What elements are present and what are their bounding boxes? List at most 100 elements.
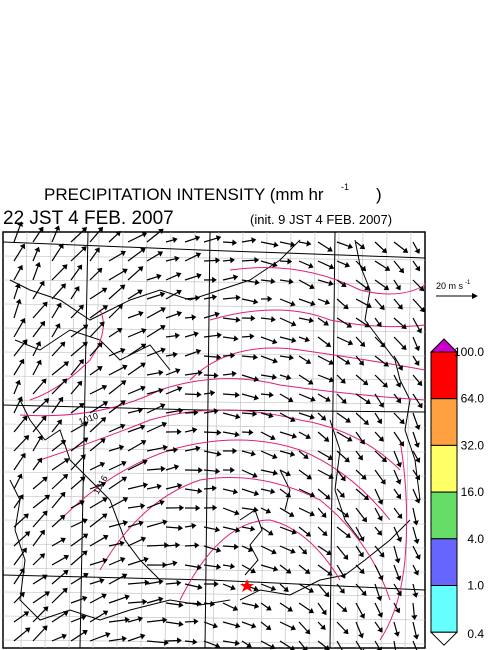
wind-arrow-head: [96, 267, 103, 274]
wind-arrow: [298, 469, 309, 478]
wind-arrow: [32, 438, 41, 452]
wind-arrow: [222, 583, 233, 589]
wind-arrow-head: [230, 466, 235, 474]
wind-arrow: [241, 374, 256, 380]
wind-arrow-head: [214, 311, 220, 318]
wind-arrow: [279, 545, 293, 552]
wind-arrow-head: [119, 347, 126, 354]
wind-arrow: [108, 252, 123, 262]
wind-arrow-head: [80, 614, 87, 621]
wind-arrow: [108, 366, 125, 376]
wind-arrow-head: [419, 306, 425, 313]
wind-arrow-head: [397, 365, 403, 371]
wind-arrow: [298, 564, 308, 572]
wind-arrow: [70, 289, 78, 300]
wind-arrow: [317, 583, 328, 595]
wind-arrow-head: [364, 285, 370, 291]
wind-arrow: [127, 387, 143, 395]
wind-arrow-head: [341, 398, 347, 404]
wind-arrow: [32, 496, 48, 509]
wind-arrow: [374, 469, 384, 482]
wind-arrow: [13, 321, 24, 338]
wind-arrow-head: [139, 633, 146, 640]
wind-arrow: [146, 423, 164, 433]
wind-arrow-head: [395, 575, 402, 582]
wind-arrow: [108, 382, 124, 395]
wind-arrow-head: [305, 358, 312, 364]
wind-arrow-head: [289, 645, 295, 650]
wind-arrow: [165, 621, 180, 625]
wind-arrow: [165, 562, 174, 566]
wind-arrow-head: [156, 483, 162, 490]
wind-arrow-head: [254, 257, 260, 264]
wind-arrow-head: [61, 633, 67, 640]
wind-arrow: [51, 460, 67, 471]
wind-arrow-head: [36, 457, 43, 464]
wind-arrow-head: [60, 537, 66, 544]
wind-arrow: [317, 621, 324, 628]
wind-arrow-head: [232, 447, 238, 455]
wind-arrow-head: [325, 396, 331, 402]
wind-arrow-head: [24, 627, 31, 633]
wind-arrow: [317, 507, 325, 516]
wind-arrow: [146, 349, 163, 357]
wind-arrow-head: [162, 617, 168, 624]
wind-arrow: [165, 526, 179, 529]
wind-arrow: [108, 233, 119, 243]
wind-arrow-head: [326, 570, 333, 576]
boundary-line: [2, 404, 426, 413]
wind-arrow: [51, 494, 64, 509]
wind-arrow: [336, 260, 347, 266]
wind-arrow: [51, 422, 60, 433]
wind-arrow: [13, 268, 21, 281]
wind-arrow-head: [232, 274, 239, 281]
wind-arrow: [260, 507, 268, 512]
wind-arrow-head: [143, 556, 149, 563]
wind-arrow-head: [377, 575, 384, 581]
colorbar-label: 16.0: [461, 485, 485, 499]
wind-arrow-head: [16, 473, 23, 480]
wind-arrow: [355, 507, 365, 520]
wind-arrow: [89, 419, 104, 433]
wind-arrow-head: [210, 389, 216, 397]
boundary-line: [79, 231, 89, 649]
wind-arrow: [51, 344, 63, 357]
wind-arrow: [146, 326, 163, 338]
wind-arrow-head: [376, 529, 383, 536]
wind-arrow: [51, 612, 66, 623]
wind-arrow: [127, 233, 144, 243]
wind-arrow: [412, 298, 423, 310]
wind-arrow-head: [216, 563, 222, 570]
wind-arrow: [184, 488, 199, 492]
wind-arrow: [146, 640, 165, 644]
wind-arrow-head: [380, 478, 386, 485]
wind-arrow: [279, 564, 289, 572]
wind-arrow: [355, 545, 362, 555]
wind-arrow: [184, 237, 197, 243]
wind-arrow-head: [306, 474, 312, 480]
wind-arrow-head: [78, 304, 84, 311]
wind-arrow: [222, 317, 237, 321]
wind-arrow-head: [328, 473, 334, 480]
wind-arrow-head: [197, 583, 203, 591]
wind-arrow-head: [42, 301, 48, 308]
wind-arrow: [336, 412, 348, 421]
wind-arrow: [260, 374, 274, 378]
wind-arrow: [241, 450, 253, 455]
wind-arrow-head: [74, 286, 80, 292]
grid-line: [2, 351, 426, 357]
wind-arrow-head: [232, 605, 239, 612]
wind-arrow: [336, 545, 347, 558]
wind-arrow: [336, 469, 344, 479]
wind-arrow-head: [231, 370, 237, 377]
coastline: [279, 469, 291, 511]
wind-arrow: [127, 330, 144, 338]
wind-arrow: [108, 462, 124, 471]
wind-arrow-head: [124, 594, 130, 601]
wind-arrow: [146, 309, 163, 319]
wind-arrow: [374, 621, 381, 630]
wind-arrow: [317, 412, 324, 419]
colorbar-label: 4.0: [467, 532, 484, 546]
wind-arrow: [184, 429, 194, 433]
wind-arrow: [241, 564, 253, 572]
